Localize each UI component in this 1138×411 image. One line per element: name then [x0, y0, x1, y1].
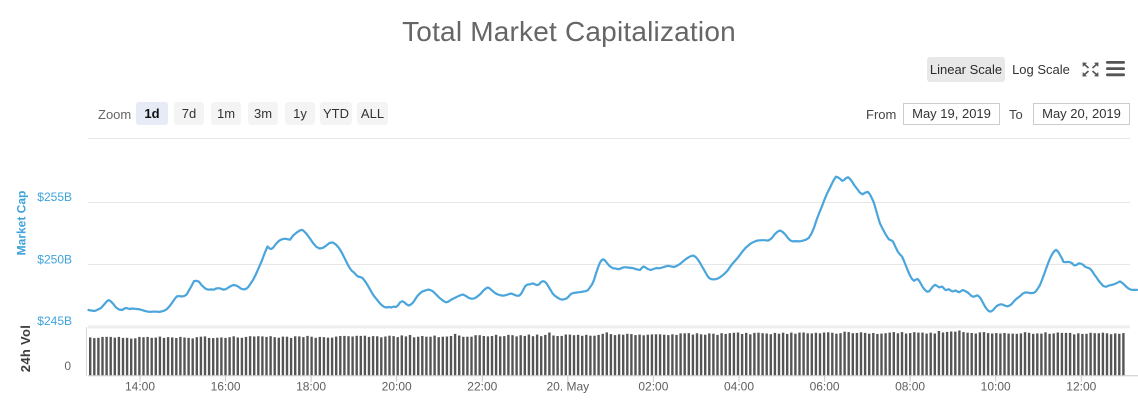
svg-text:0: 0 [64, 359, 71, 373]
svg-text:12:00: 12:00 [1066, 380, 1096, 394]
svg-text:06:00: 06:00 [810, 380, 840, 394]
svg-text:22:00: 22:00 [467, 380, 497, 394]
svg-text:$255B: $255B [37, 190, 72, 204]
svg-text:18:00: 18:00 [296, 380, 326, 394]
svg-text:10:00: 10:00 [981, 380, 1011, 394]
svg-text:02:00: 02:00 [638, 380, 668, 394]
svg-text:$245B: $245B [37, 314, 72, 328]
svg-text:Market Cap: Market Cap [15, 191, 29, 256]
svg-text:20. May: 20. May [546, 380, 589, 394]
svg-text:16:00: 16:00 [211, 380, 241, 394]
svg-text:20:00: 20:00 [382, 380, 412, 394]
svg-text:24h Vol: 24h Vol [18, 325, 33, 372]
svg-text:08:00: 08:00 [895, 380, 925, 394]
svg-text:04:00: 04:00 [724, 380, 754, 394]
svg-text:$250B: $250B [37, 253, 72, 267]
svg-text:14:00: 14:00 [125, 380, 155, 394]
